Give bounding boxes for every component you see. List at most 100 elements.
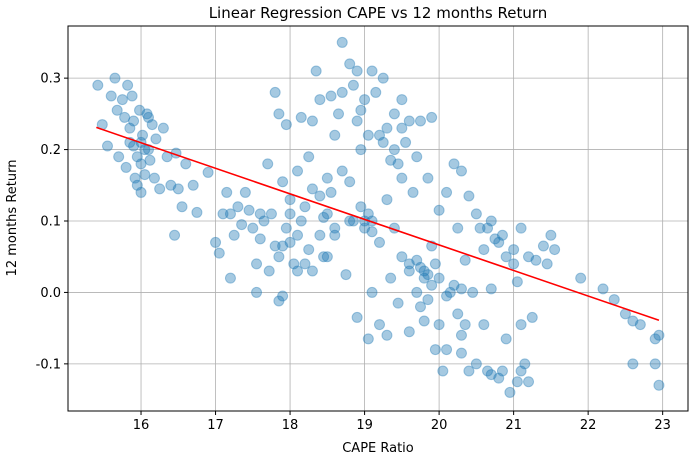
x-tick-label: 20 [431,418,448,433]
data-point [299,201,311,213]
x-tick-label: 19 [356,418,373,433]
data-point [653,329,665,341]
data-point [314,190,326,202]
data-point [392,158,404,170]
data-point [366,226,378,238]
data-point [119,111,131,123]
data-point [441,290,453,302]
data-point [541,258,553,270]
data-point [113,151,125,163]
data-point [426,111,438,123]
data-point [299,258,311,270]
data-point [470,208,482,220]
data-point [277,176,289,188]
data-point [485,215,497,227]
data-point [135,186,147,198]
data-point [377,72,389,84]
data-point [403,326,415,338]
data-point [344,58,356,70]
data-point [321,251,333,263]
data-point [303,151,315,163]
data-point [236,219,248,231]
data-point [418,315,430,327]
data-point [396,251,408,263]
data-point [141,108,153,120]
data-point [470,358,482,370]
data-point [325,90,337,102]
data-point [251,286,263,298]
data-point [126,90,138,102]
y-tick-label: 0.1 [40,215,61,230]
data-point [444,286,456,298]
x-tick-label: 21 [505,418,522,433]
data-point [306,183,318,195]
data-point [295,215,307,227]
y-axis-label: 12 months Return [5,160,20,277]
data-point [122,79,134,91]
y-tick-label: -0.1 [36,357,61,372]
data-point [381,122,393,134]
x-tick-label: 18 [282,418,299,433]
data-point [575,272,587,284]
data-point [545,229,557,241]
data-point [429,344,441,356]
data-point [224,208,236,220]
data-point [504,386,516,398]
data-point [284,208,296,220]
data-point [277,240,289,252]
data-point [351,311,363,323]
data-point [381,329,393,341]
data-point [362,208,374,220]
data-point [414,301,426,313]
data-point [478,319,490,331]
y-tick-label: 0.2 [40,143,61,158]
data-point [388,108,400,120]
data-point [377,136,389,148]
data-point [467,286,479,298]
data-point [157,122,169,134]
plot-frame [67,25,689,412]
data-point [373,319,385,331]
data-point [109,72,121,84]
data-point [224,272,236,284]
data-point [392,297,404,309]
data-point [448,158,460,170]
data-point [634,319,646,331]
x-axis-label: CAPE Ratio [342,441,414,456]
data-point [111,104,123,116]
data-point [172,183,184,195]
data-point [526,311,538,323]
data-point [134,104,146,116]
data-point [433,319,445,331]
data-point [489,233,501,245]
data-point [263,265,275,277]
data-point [463,365,475,377]
data-point [403,115,415,127]
axis-ticks: 16 17 18 19 20 21 22 23 -0.1 0.0 0.1 0.2 0.3 [36,72,671,433]
data-point [228,229,240,241]
data-point [144,154,156,166]
data-point [653,379,665,391]
data-point [597,283,609,295]
data-point [154,183,166,195]
data-point [351,65,363,77]
data-point [448,279,460,291]
data-point [530,254,542,266]
data-point [148,172,160,184]
data-point [169,229,181,241]
data-points [92,36,665,398]
regression-line [96,126,660,322]
data-point [452,308,464,320]
data-point [336,86,348,98]
data-point [124,122,136,134]
data-point [217,208,229,220]
data-point [381,194,393,206]
data-point [474,222,486,234]
data-point [459,254,471,266]
data-point [493,372,505,384]
data-point [482,222,494,234]
data-point [120,161,132,173]
data-point [396,94,408,106]
data-point [254,233,266,245]
data-point [176,201,188,213]
